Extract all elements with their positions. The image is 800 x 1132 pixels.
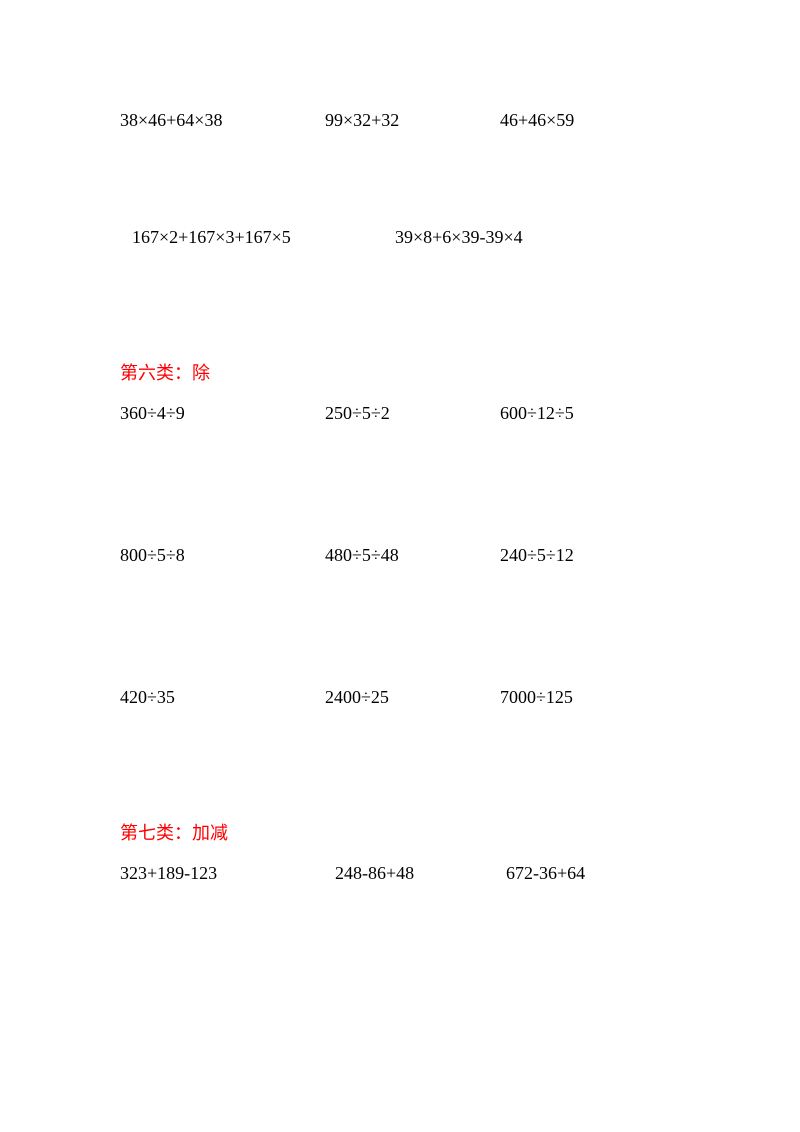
problem-cell: 672-36+64: [506, 863, 585, 884]
problem-cell: 240÷5÷12: [500, 545, 574, 566]
problem-row-5: 420÷35 2400÷25 7000÷125: [120, 687, 680, 709]
problem-cell: 600÷12÷5: [500, 403, 574, 424]
problem-cell: 360÷4÷9: [120, 403, 185, 424]
problem-row-1: 38×46+64×38 99×32+32 46+46×59: [120, 110, 680, 132]
problem-cell: 250÷5÷2: [325, 403, 390, 424]
problem-row-3: 360÷4÷9 250÷5÷2 600÷12÷5: [120, 403, 680, 425]
page-content: 38×46+64×38 99×32+32 46+46×59 167×2+167×…: [0, 0, 800, 885]
problem-row-4: 800÷5÷8 480÷5÷48 240÷5÷12: [120, 545, 680, 567]
problem-cell: 480÷5÷48: [325, 545, 399, 566]
problem-row-6: 323+189-123 248-86+48 672-36+64: [120, 863, 680, 885]
problem-cell: 800÷5÷8: [120, 545, 185, 566]
problem-row-2: 167×2+167×3+167×5 39×8+6×39-39×4: [120, 227, 680, 249]
problem-cell: 99×32+32: [325, 110, 399, 131]
problem-cell: 46+46×59: [500, 110, 574, 131]
spacer: [120, 249, 680, 359]
problem-cell: 323+189-123: [120, 863, 217, 884]
problem-cell: 38×46+64×38: [120, 110, 222, 131]
problem-cell: 248-86+48: [335, 863, 414, 884]
problem-cell: 167×2+167×3+167×5: [132, 227, 291, 248]
problem-cell: 7000÷125: [500, 687, 573, 708]
problem-cell: 39×8+6×39-39×4: [395, 227, 523, 248]
spacer: [120, 425, 680, 545]
section-heading-6: 第六类：除: [120, 359, 680, 385]
problem-cell: 420÷35: [120, 687, 175, 708]
spacer: [120, 132, 680, 227]
section-heading-7: 第七类：加减: [120, 819, 680, 845]
spacer: [120, 567, 680, 687]
problem-cell: 2400÷25: [325, 687, 389, 708]
spacer: [120, 709, 680, 819]
